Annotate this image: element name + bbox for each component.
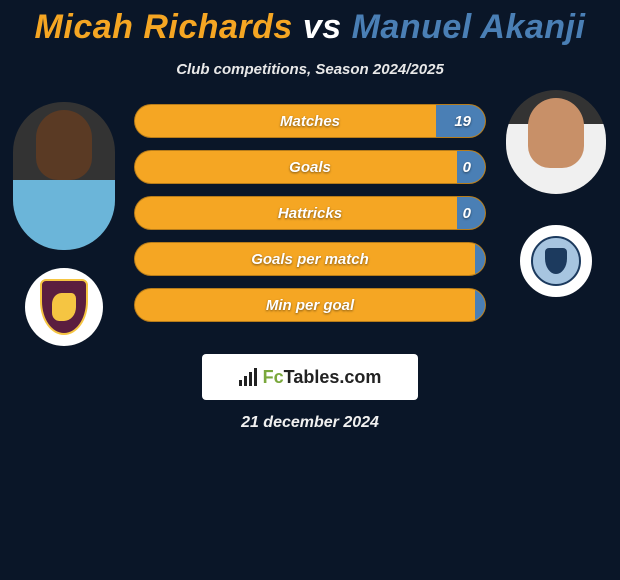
stat-bar-goals-per-match: Goals per match (134, 242, 486, 276)
player2-column (500, 90, 612, 300)
page-title: Micah Richards vs Manuel Akanji (0, 8, 620, 47)
stat-label: Goals (135, 151, 485, 183)
brand-suffix: Tables.com (284, 367, 382, 387)
date: 21 december 2024 (0, 414, 620, 432)
player1-badge-wrap (25, 268, 103, 346)
player1-avatar (13, 102, 115, 250)
stat-value-right (457, 289, 485, 321)
stat-bar-hattricks: Hattricks 0 (134, 196, 486, 230)
player2-badge-wrap (517, 222, 595, 300)
title-player2: Manuel Akanji (352, 8, 586, 46)
stat-bar-min-per-goal: Min per goal (134, 288, 486, 322)
comparison-card: Micah Richards vs Manuel Akanji Club com… (0, 0, 620, 580)
brand-box: FcTables.com (202, 354, 418, 400)
player2-club-badge (517, 222, 595, 300)
stat-bar-matches: Matches 19 (134, 104, 486, 138)
player1-column (8, 102, 120, 346)
stats-bars: Matches 19 Goals 0 Hattricks 0 Goals per… (120, 102, 500, 334)
stat-value-right: 0 (449, 151, 485, 183)
stat-label: Matches (135, 105, 485, 137)
comparison-row: Matches 19 Goals 0 Hattricks 0 Goals per… (0, 102, 620, 346)
bars-icon (239, 368, 257, 386)
player2-face (528, 98, 584, 168)
stat-bar-goals: Goals 0 (134, 150, 486, 184)
player1-jersey (13, 180, 115, 250)
stat-label: Hattricks (135, 197, 485, 229)
player2-avatar (506, 90, 606, 194)
player1-club-badge (25, 268, 103, 346)
stat-value-right: 19 (440, 105, 485, 137)
title-vs: vs (303, 8, 342, 46)
stat-label: Min per goal (135, 289, 485, 321)
brand-text: FcTables.com (263, 367, 382, 388)
stat-value-right (457, 243, 485, 275)
stat-value-right: 0 (449, 197, 485, 229)
subtitle: Club competitions, Season 2024/2025 (0, 61, 620, 78)
brand-prefix: Fc (263, 367, 284, 387)
title-player1: Micah Richards (35, 8, 293, 46)
avfc-lion-icon (52, 293, 76, 321)
stat-label: Goals per match (135, 243, 485, 275)
player1-face (36, 110, 92, 180)
